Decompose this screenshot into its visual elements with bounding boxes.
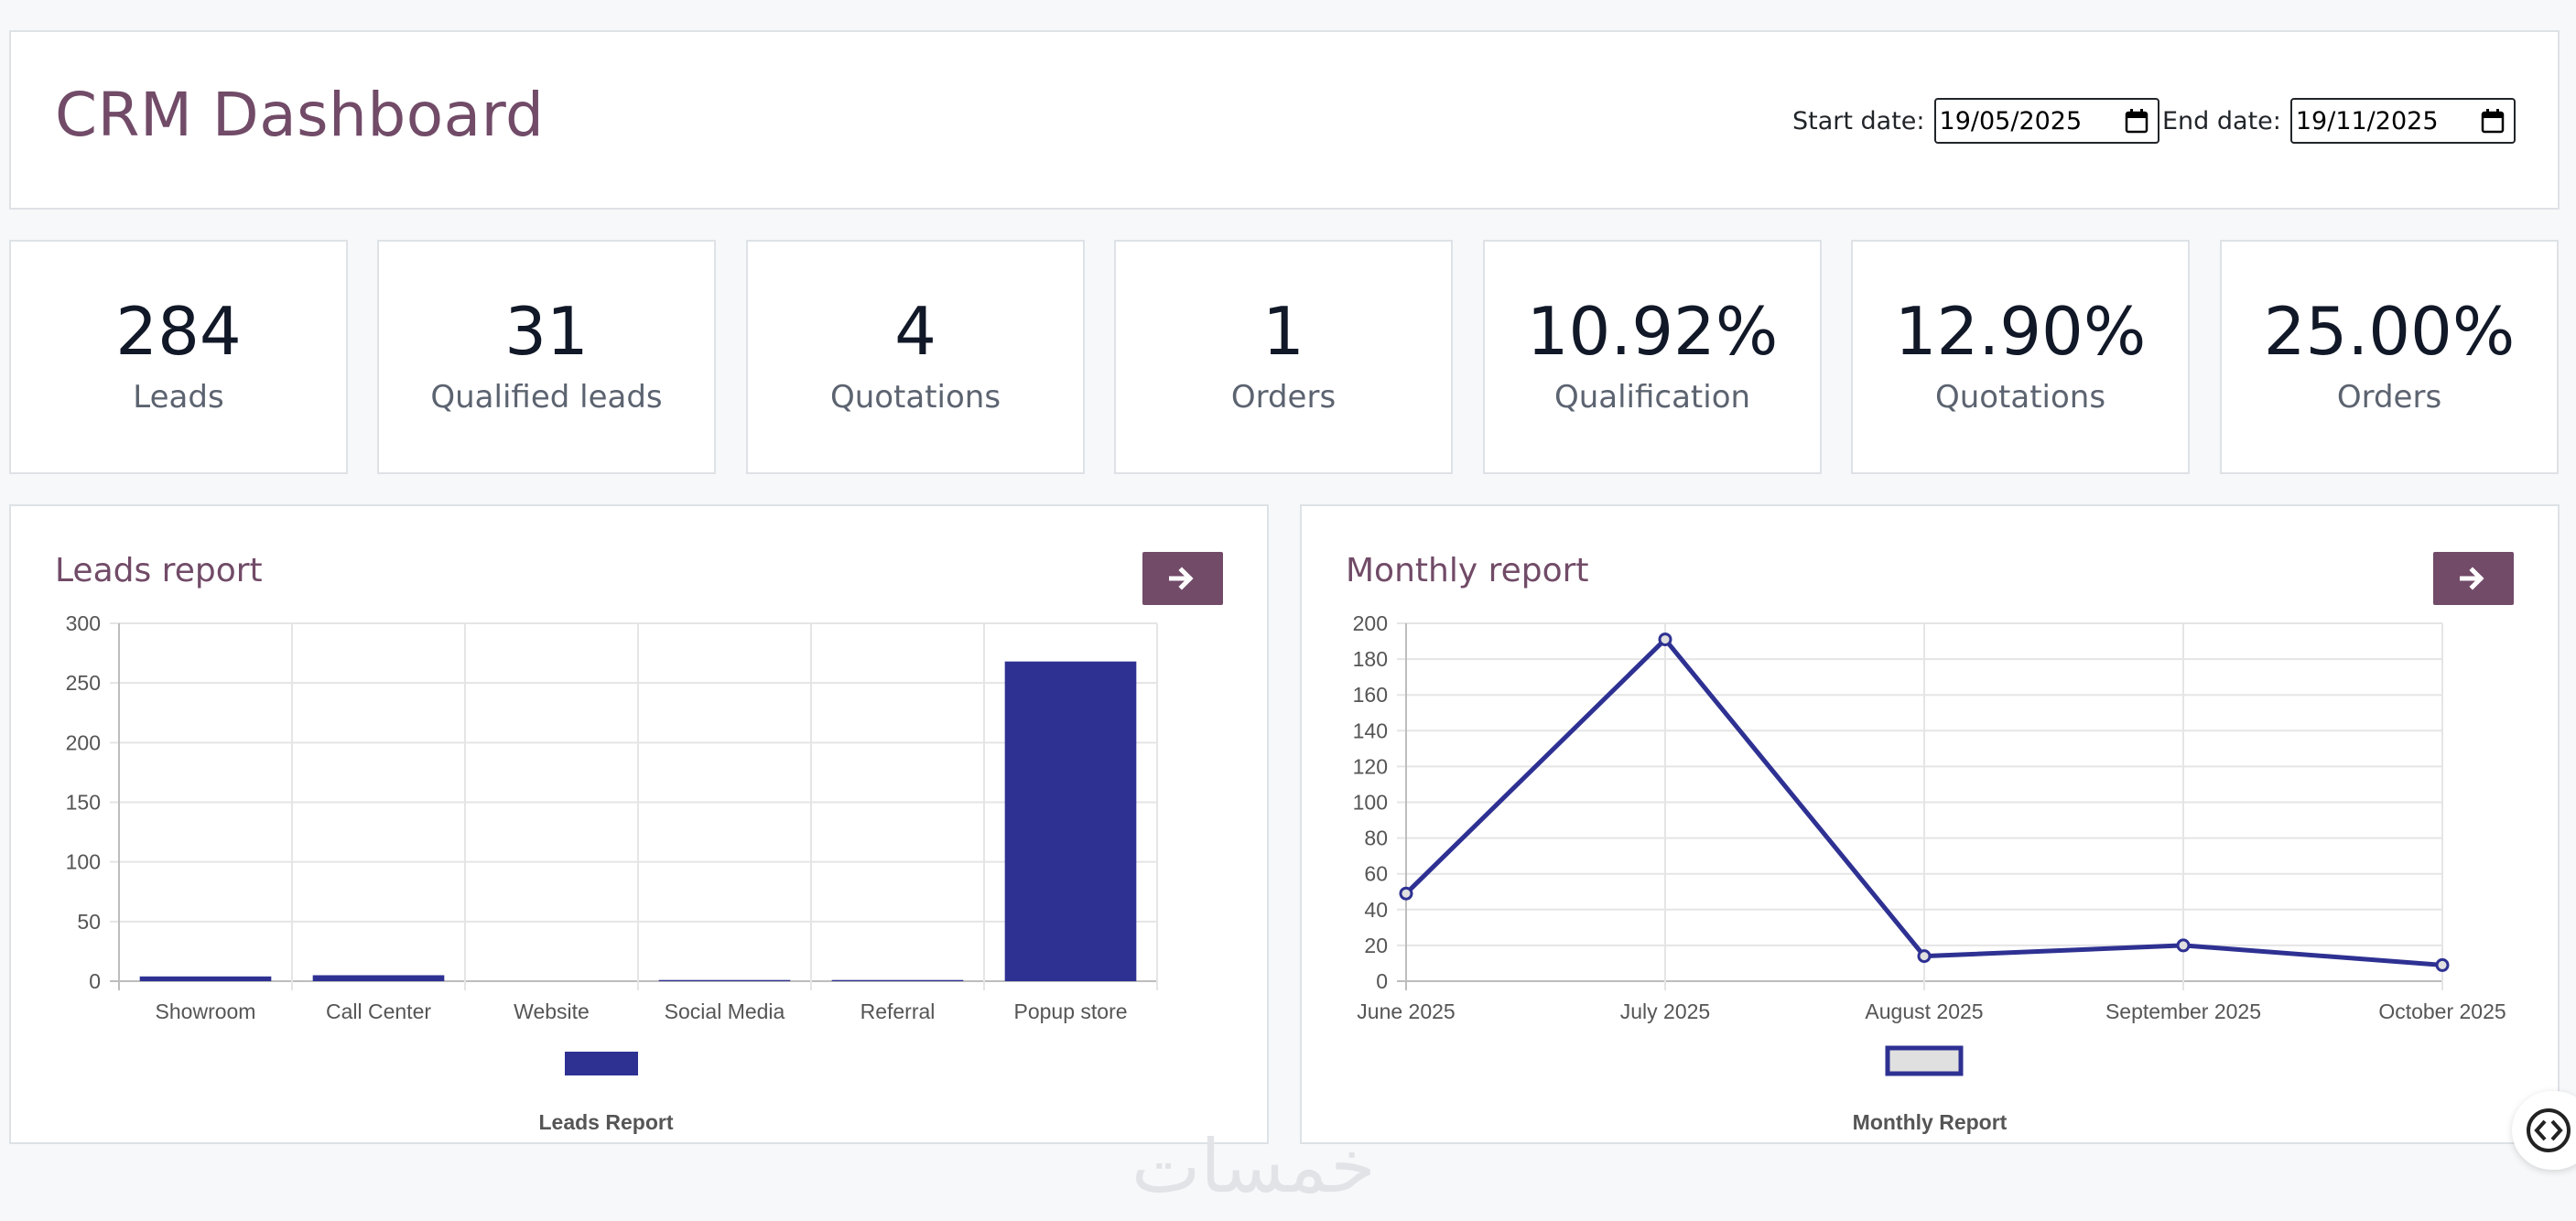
bar [658,979,791,981]
x-tick-label: Showroom [156,999,256,1023]
watermark-logo: خمسات [1131,1124,1376,1209]
start-date-group: Start date: 19/05/2025 [1792,98,2159,144]
x-tick-label: Website [514,999,590,1023]
arrow-right-icon [1169,567,1194,590]
x-tick-label: Call Center [326,999,431,1023]
y-tick-label: 160 [1353,683,1388,707]
kpi-value: 12.90% [1894,293,2147,370]
x-tick-label: July 2025 [1620,999,1710,1023]
kpi-value: 4 [894,293,936,370]
dashboard-header: CRM Dashboard Start date: 19/05/2025 End… [9,30,2560,210]
data-point [1399,886,1413,901]
x-tick-label: Popup store [1013,999,1127,1023]
x-tick-label: June 2025 [1357,999,1455,1023]
y-tick-label: 20 [1364,934,1388,957]
page-title: CRM Dashboard [55,80,545,150]
x-tick-label: Referral [860,999,936,1023]
y-tick-label: 140 [1353,719,1388,742]
y-tick-label: 80 [1364,827,1388,850]
kpi-value: 284 [115,293,242,370]
data-point [2176,938,2191,953]
y-tick-label: 120 [1353,754,1388,778]
kpi-card-quotations[interactable]: 4 Quotations [746,240,1085,474]
arrow-right-icon [2460,567,2484,590]
kpi-card-orders-rate[interactable]: 25.00% Orders [2220,240,2559,474]
leads-report-title: Leads report [55,552,263,589]
x-tick-label: October 2025 [2378,999,2506,1023]
calendar-icon[interactable] [2125,108,2148,134]
code-toggle-button[interactable] [2512,1091,2576,1170]
kpi-card-qualification-rate[interactable]: 10.92% Qualification [1483,240,1822,474]
bar [139,976,272,981]
y-tick-label: 100 [1353,791,1388,815]
y-tick-label: 100 [66,850,101,874]
y-tick-label: 150 [66,791,101,815]
calendar-icon[interactable] [2481,108,2505,134]
leads-report-panel: 0 50 100 150 200 250 300 Showroom Call Center Web… [9,504,1269,1144]
monthly-report-open-button[interactable] [2433,552,2514,605]
x-tick-label: August 2025 [1865,999,1983,1023]
data-point [1658,632,1672,647]
kpi-label: Orders [1230,379,1337,416]
kpi-card-qualified-leads[interactable]: 31 Qualified leads [377,240,716,474]
x-tick-label: Social Media [665,999,785,1023]
kpi-label: Orders [2336,379,2442,416]
bar [831,979,964,981]
y-tick-label: 0 [89,969,101,993]
start-date-value: 19/05/2025 [1939,106,2083,135]
code-icon [2527,1108,2571,1152]
kpi-card-quotations-rate[interactable]: 12.90% Quotations [1851,240,2190,474]
data-point [1917,949,1932,964]
y-tick-label: 200 [1353,611,1388,635]
y-tick-label: 40 [1364,898,1388,922]
kpi-label: Leads [133,379,224,416]
start-date-label: Start date: [1792,106,1925,135]
end-date-label: End date: [2162,106,2281,135]
legend-swatch [1885,1045,1964,1076]
y-tick-label: 50 [77,910,101,934]
bar [312,975,445,981]
kpi-value: 1 [1262,293,1304,370]
kpi-label: Qualified leads [430,379,663,416]
kpi-label: Quotations [829,379,1001,416]
y-tick-label: 180 [1353,647,1388,671]
kpi-label: Quotations [1934,379,2106,416]
kpi-card-leads[interactable]: 284 Leads [9,240,348,474]
leads-bar-chart: 0 50 100 150 200 250 300 Showroom Call Center Web… [66,611,1158,1134]
kpi-card-orders[interactable]: 1 Orders [1114,240,1453,474]
monthly-report-panel: 0 20 40 60 80 100 120 140 160 180 200 June 2025 July… [1300,504,2560,1144]
y-tick-label: 300 [66,611,101,635]
data-point [2435,957,2450,972]
leads-report-open-button[interactable] [1142,552,1223,605]
kpi-value: 10.92% [1526,293,1779,370]
bar [1004,661,1137,981]
kpi-value: 25.00% [2263,293,2516,370]
y-tick-label: 0 [1376,969,1388,993]
y-tick-label: 200 [66,730,101,754]
monthly-report-title: Monthly report [1346,552,1589,589]
y-tick-label: 250 [66,671,101,695]
kpi-value: 31 [504,293,589,370]
y-tick-label: 60 [1364,862,1388,886]
monthly-line-chart: 0 20 40 60 80 100 120 140 160 180 200 June 2025 July… [1353,611,2506,1134]
end-date-group: End date: 19/11/2025 [2162,98,2516,144]
start-date-input[interactable]: 19/05/2025 [1933,98,2159,144]
x-tick-label: September 2025 [2105,999,2261,1023]
end-date-value: 19/11/2025 [2295,106,2439,135]
legend-title: Leads Report [539,1110,674,1134]
legend-swatch [565,1052,638,1075]
kpi-label: Qualification [1553,379,1751,416]
end-date-input[interactable]: 19/11/2025 [2289,98,2516,144]
legend-title: Monthly Report [1853,1110,2008,1134]
